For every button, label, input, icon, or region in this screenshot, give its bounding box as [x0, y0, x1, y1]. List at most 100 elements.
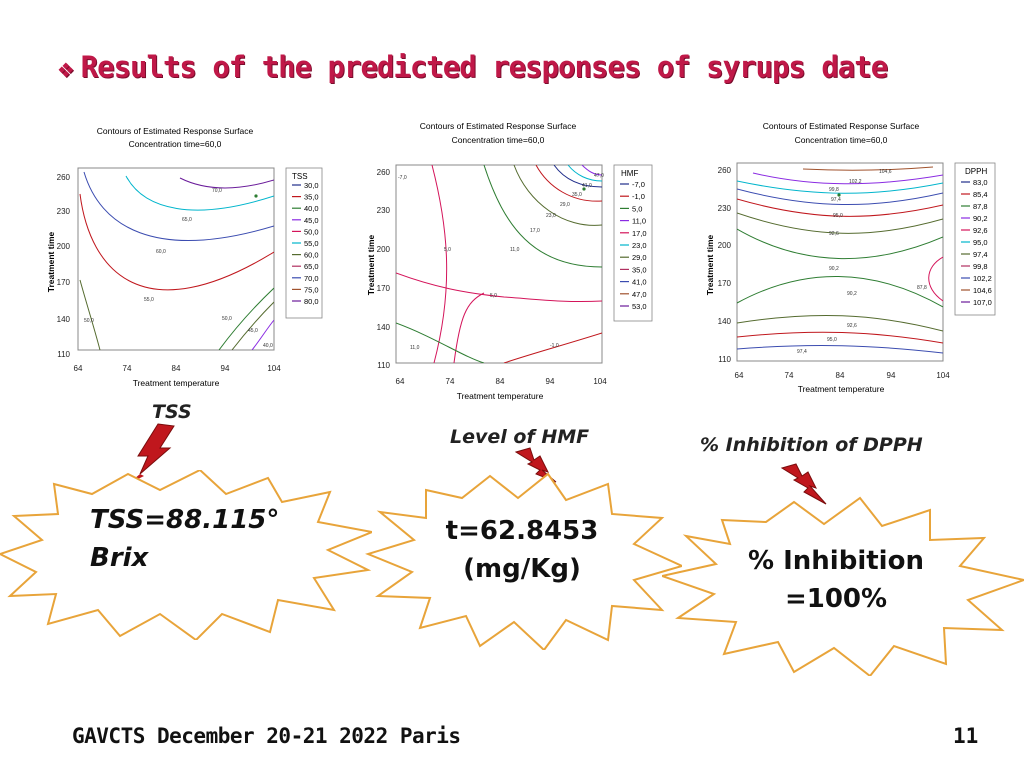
- dpph-y-axis-label: Treatment time: [705, 234, 715, 295]
- dpph-contour-line: [737, 228, 943, 260]
- legend-entry: 60,0: [304, 251, 319, 260]
- hmf-plot-frame: [395, 164, 603, 364]
- dpph-contour-label: 92,6: [829, 231, 839, 237]
- tss-y-tick: 170: [57, 278, 71, 287]
- legend-entry: 50,0: [304, 227, 319, 236]
- hmf-contour-label: 23,0: [546, 213, 556, 219]
- legend-entry: 97,4: [973, 250, 988, 259]
- legend-entry: 102,2: [973, 274, 992, 283]
- slide-title-text: Results of the predicted responses of sy…: [80, 50, 889, 84]
- hmf-contour-label: 11,0: [510, 247, 520, 253]
- tss-result-line2: Brix: [90, 543, 149, 573]
- tss-contour-label: 40,0: [263, 343, 273, 349]
- lightning-bolt-icon-dpph: [780, 463, 827, 505]
- dpph-result-line1: % Inhibition: [748, 546, 924, 576]
- legend-entry: 53,0: [632, 302, 647, 311]
- dpph-contour-line: [737, 198, 943, 217]
- tss-contour-line: [231, 301, 274, 350]
- dpph-contour-label: 92,6: [847, 323, 857, 329]
- tss-y-tick: 230: [57, 207, 71, 216]
- dpph-y-tick: 200: [718, 241, 732, 250]
- tss-contour-label: 60,0: [156, 249, 166, 255]
- dpph-x-tick: 94: [887, 371, 896, 380]
- tss-x-tick: 94: [221, 364, 230, 373]
- dpph-optimum-point: [837, 193, 841, 197]
- dpph-contour-label: 102,2: [849, 179, 862, 185]
- hmf-chart-title: Contours of Estimated Response Surface: [420, 121, 577, 131]
- legend-entry: 99,8: [973, 262, 988, 271]
- tss-y-tick: 260: [57, 173, 71, 182]
- tss-x-tick: 84: [172, 364, 181, 373]
- dpph-contour-line: [737, 180, 943, 194]
- hmf-y-tick: 200: [377, 245, 391, 254]
- legend-entry: 11,0: [632, 217, 646, 226]
- dpph-contour-label: 99,8: [829, 187, 839, 193]
- legend-entry: 5,0: [632, 204, 642, 213]
- hmf-label: Level of HMF: [450, 426, 590, 448]
- tss-contour-label: 50,0: [84, 318, 94, 324]
- tss-contour-label: 70,0: [212, 188, 222, 194]
- dpph-contour-label: 87,8: [917, 285, 927, 291]
- legend-entry: 55,0: [304, 239, 319, 248]
- diamond-bullet-icon: ❖: [58, 54, 74, 84]
- dpph-x-tick: 104: [936, 371, 950, 380]
- hmf-y-tick: 110: [377, 361, 390, 370]
- tss-x-tick: 64: [74, 364, 83, 373]
- dpph-legend-title: DPPH: [965, 167, 987, 176]
- legend-entry: 107,0: [973, 298, 992, 307]
- legend-entry: 90,2: [973, 214, 988, 223]
- tss-contour-line: [125, 175, 274, 211]
- hmf-y-tick: 260: [377, 168, 391, 177]
- legend-entry: -1,0: [632, 192, 645, 201]
- dpph-y-tick: 170: [718, 279, 732, 288]
- dpph-x-tick: 74: [785, 371, 794, 380]
- legend-entry: 65,0: [304, 262, 319, 271]
- hmf-contour-label: 41,0: [582, 183, 592, 189]
- tss-contour-line: [79, 279, 101, 350]
- hmf-y-tick: 230: [377, 206, 391, 215]
- hmf-x-axis-label: Treatment temperature: [457, 391, 544, 401]
- dpph-plot-frame: [736, 162, 944, 362]
- dpph-result-line2: =100%: [784, 584, 888, 614]
- hmf-result-line2: (mg/Kg): [463, 554, 581, 584]
- dpph-contour-label: 104,6: [879, 169, 892, 175]
- hmf-y-tick: 140: [377, 323, 391, 332]
- legend-entry: 23,0: [632, 241, 647, 250]
- tss-plot-frame: [77, 167, 275, 351]
- tss-contour-line: [179, 177, 274, 189]
- dpph-contour-label: 95,0: [827, 337, 837, 343]
- dpph-contour-line: [737, 345, 943, 354]
- tss-result-burst: [0, 470, 372, 640]
- tss-contour-label: 45,0: [248, 328, 258, 334]
- tss-x-tick: 104: [267, 364, 281, 373]
- tss-y-tick: 200: [57, 242, 71, 251]
- tss-contour-label: 50,0: [222, 316, 232, 322]
- legend-entry: 80,0: [304, 297, 319, 306]
- legend-entry: 45,0: [304, 216, 319, 225]
- hmf-contour-label: 29,0: [560, 202, 570, 208]
- legend-entry: 35,0: [632, 265, 647, 274]
- dpph-contour-chart: Contours of Estimated Response Surface C…: [703, 117, 1003, 399]
- dpph-contour-label: 90,2: [847, 291, 857, 297]
- hmf-x-tick: 84: [496, 377, 505, 386]
- hmf-x-tick: 94: [546, 377, 555, 386]
- hmf-contour-label: 5,0: [444, 247, 451, 253]
- dpph-y-tick: 140: [718, 317, 732, 326]
- tss-legend-title: TSS: [292, 172, 308, 181]
- dpph-contour-line: [737, 188, 943, 206]
- hmf-contour-line: [553, 165, 602, 188]
- dpph-x-axis-label: Treatment temperature: [798, 384, 885, 394]
- dpph-contour-label: 90,2: [829, 266, 839, 272]
- dpph-contour-line: [737, 314, 943, 332]
- legend-entry: 104,6: [973, 286, 992, 295]
- tss-x-tick: 74: [123, 364, 132, 373]
- tss-contour-line: [79, 193, 274, 291]
- hmf-contour-chart: Contours of Estimated Response Surface C…: [364, 117, 664, 407]
- dpph-contour-line: [737, 212, 943, 234]
- hmf-contour-line: [396, 272, 602, 303]
- dpph-label: % Inhibition of DPPH: [700, 434, 923, 456]
- tss-contour-chart: Contours of Estimated Response Surface C…: [44, 122, 334, 398]
- legend-entry: 92,6: [973, 226, 988, 235]
- hmf-contour-line: [567, 165, 602, 182]
- dpph-contour-line: [737, 331, 943, 344]
